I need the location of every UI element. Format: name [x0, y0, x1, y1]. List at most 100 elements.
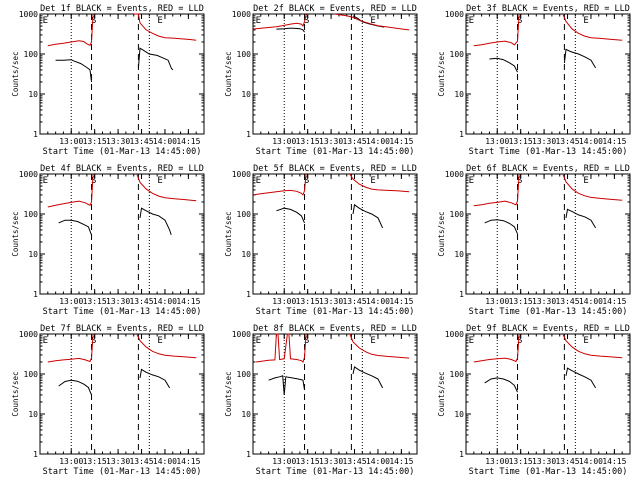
y-tick-label: 10	[28, 410, 38, 419]
y-tick-label: 1000	[445, 10, 464, 19]
y-tick-label: 1000	[19, 170, 38, 179]
y-tick-label: 100	[24, 370, 39, 379]
series-lld-line	[256, 333, 307, 363]
flag-marker-s: S	[91, 176, 96, 186]
flag-marker-s: S	[304, 16, 309, 26]
x-tick-label: 13:30	[319, 297, 343, 306]
x-axis-label: Start Time (01-Mar-13 14:45:00)	[43, 307, 202, 317]
x-tick-label: 13:45	[342, 457, 366, 466]
panel-det-4f: Det 4f BLACK = Events, RED = LLD 1 10 100 10…	[11, 164, 205, 317]
x-tick-label: 13:30	[106, 297, 130, 306]
y-axis-label: Counts/sec	[224, 51, 233, 96]
x-tick-label: 14:15	[176, 457, 200, 466]
x-tick-label: 14:15	[389, 297, 413, 306]
panel-title: Det 2f BLACK = Events, RED = LLD	[253, 4, 417, 14]
panel-det-6f: Det 6f BLACK = Events, RED = LLD 1 10 100 10…	[437, 164, 631, 317]
flag-marker-e: E	[256, 176, 261, 186]
flag-marker-e: E	[469, 336, 474, 346]
panel-det-9f: Det 9f BLACK = Events, RED = LLD 1 10 100 10…	[437, 324, 631, 477]
panel-det-8f: Det 8f BLACK = Events, RED = LLD 1 10 100 10…	[224, 324, 418, 477]
panel-det-1f: Det 1f BLACK = Events, RED = LLD 1 10 100 10…	[11, 4, 205, 157]
x-tick-label: 14:00	[366, 137, 390, 146]
x-axis-label: Start Time (01-Mar-13 14:45:00)	[469, 307, 628, 317]
flag-marker-s: S	[517, 336, 522, 346]
series-lld-line	[473, 333, 520, 363]
y-tick-label: 1000	[445, 330, 464, 339]
series-events-line	[268, 375, 305, 395]
x-tick-label: 14:15	[389, 137, 413, 146]
y-axis-label: Counts/sec	[224, 211, 233, 256]
series-events-line	[563, 48, 597, 69]
y-axis-label: Counts/sec	[11, 371, 20, 416]
x-tick-label: 13:15	[83, 457, 107, 466]
x-tick-label: 14:15	[176, 137, 200, 146]
x-axis-label: Start Time (01-Mar-13 14:45:00)	[469, 467, 628, 477]
x-tick-label: 13:45	[555, 297, 579, 306]
panel-title: Det 8f BLACK = Events, RED = LLD	[253, 324, 417, 334]
series-events-line	[139, 207, 172, 236]
y-tick-label: 1000	[232, 330, 251, 339]
series-events-line	[137, 47, 174, 71]
series-events-line	[276, 27, 305, 33]
series-events-line	[139, 368, 171, 389]
x-tick-label: 13:45	[555, 137, 579, 146]
series-lld-line	[473, 173, 520, 207]
x-tick-label: 13:15	[296, 297, 320, 306]
x-tick-label: 13:00	[272, 297, 296, 306]
flag-marker-e: E	[157, 176, 162, 186]
x-tick-label: 13:15	[296, 457, 320, 466]
series-events-line	[58, 219, 92, 236]
y-axis-label: Counts/sec	[224, 371, 233, 416]
flag-marker-e: E	[370, 16, 375, 26]
x-tick-label: 13:30	[532, 297, 556, 306]
x-tick-label: 13:45	[129, 457, 153, 466]
panel-title: Det 3f BLACK = Events, RED = LLD	[466, 4, 630, 14]
y-tick-label: 1	[246, 130, 251, 139]
panel-title: Det 4f BLACK = Events, RED = LLD	[40, 164, 204, 174]
y-tick-label: 10	[454, 90, 464, 99]
y-tick-label: 1	[33, 130, 38, 139]
y-tick-label: 1000	[445, 170, 464, 179]
y-tick-label: 1	[33, 290, 38, 299]
series-events-line	[484, 377, 518, 393]
y-tick-label: 1000	[19, 10, 38, 19]
flag-marker-e: E	[370, 176, 375, 186]
series-lld-line	[47, 173, 94, 208]
x-tick-label: 13:00	[272, 137, 296, 146]
x-tick-label: 13:30	[106, 457, 130, 466]
x-axis-label: Start Time (01-Mar-13 14:45:00)	[256, 467, 415, 477]
y-tick-label: 100	[237, 370, 252, 379]
x-tick-label: 14:15	[602, 457, 626, 466]
y-axis-label: Counts/sec	[437, 51, 446, 96]
plot-frame	[39, 173, 205, 295]
y-axis-label: Counts/sec	[11, 211, 20, 256]
series-events-line	[565, 208, 597, 229]
series-events-line	[484, 219, 518, 235]
x-tick-label: 13:15	[296, 137, 320, 146]
x-tick-label: 13:45	[342, 297, 366, 306]
flag-marker-e: E	[469, 16, 474, 26]
plot-frame	[465, 173, 631, 295]
panel-title: Det 6f BLACK = Events, RED = LLD	[466, 164, 630, 174]
x-tick-label: 13:15	[509, 297, 533, 306]
x-tick-label: 13:45	[129, 137, 153, 146]
y-tick-label: 10	[28, 90, 38, 99]
panel-title: Det 9f BLACK = Events, RED = LLD	[466, 324, 630, 334]
panel-det-7f: Det 7f BLACK = Events, RED = LLD 1 10 100 10…	[11, 324, 205, 477]
x-tick-label: 13:30	[532, 457, 556, 466]
series-lld-line	[252, 173, 307, 196]
x-tick-label: 14:00	[579, 297, 603, 306]
flag-marker-e: E	[157, 16, 162, 26]
panel-title: Det 1f BLACK = Events, RED = LLD	[40, 4, 204, 14]
x-tick-label: 13:45	[555, 457, 579, 466]
x-tick-label: 13:00	[485, 457, 509, 466]
x-tick-label: 13:00	[59, 137, 83, 146]
x-tick-label: 14:00	[153, 137, 177, 146]
series-lld-line	[562, 333, 623, 359]
flag-marker-e: E	[583, 176, 588, 186]
y-tick-label: 1	[459, 450, 464, 459]
x-axis-label: Start Time (01-Mar-13 14:45:00)	[43, 147, 202, 157]
flag-marker-e: E	[256, 16, 261, 26]
x-tick-label: 13:15	[509, 137, 533, 146]
plot-frame	[39, 333, 205, 455]
